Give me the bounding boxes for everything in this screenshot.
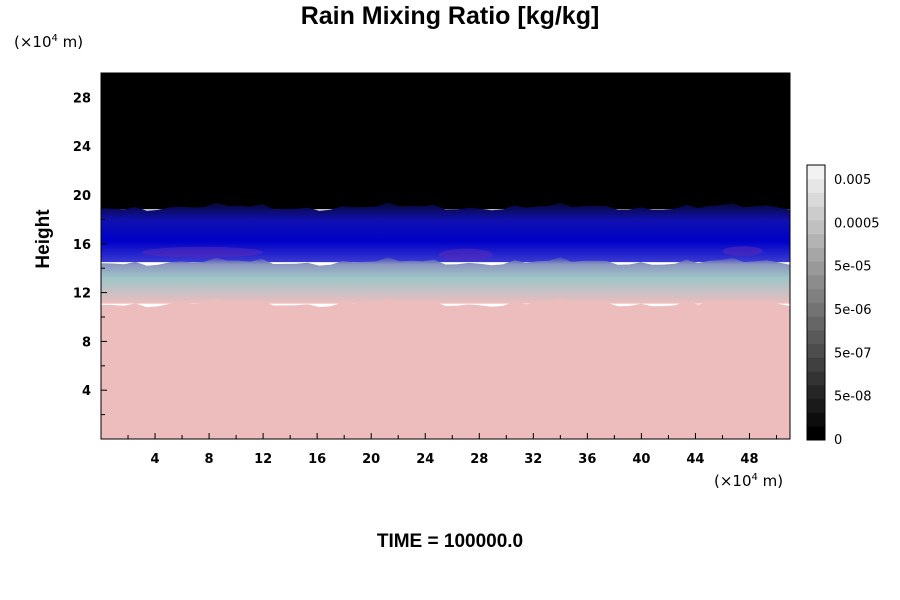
colorbar-label: 0.0005 xyxy=(834,216,880,231)
purple-patch xyxy=(438,248,493,261)
colorbar-swatch xyxy=(807,261,825,276)
y-tick-label: 4 xyxy=(82,384,91,399)
x-axis-unit: (×104 m) xyxy=(714,472,783,490)
y-unit-prefix: (×10 xyxy=(14,33,52,51)
region-transition xyxy=(101,257,790,304)
colorbar-label: 5e-05 xyxy=(834,260,872,275)
x-tick-label: 12 xyxy=(254,452,272,467)
colorbar-swatch xyxy=(807,206,825,221)
colorbar-label: 0 xyxy=(834,433,842,448)
x-unit-suffix: m) xyxy=(757,472,784,490)
y-axis-unit: (×104 m) xyxy=(14,33,83,51)
colorbar-swatch xyxy=(807,385,825,400)
region-lower xyxy=(101,298,790,439)
colorbar-swatch xyxy=(807,302,825,317)
colorbar-swatch xyxy=(807,343,825,358)
colorbar-label: 5e-08 xyxy=(834,390,872,405)
colorbar-swatch xyxy=(807,178,825,193)
colorbar-label: 5e-06 xyxy=(834,303,872,318)
x-tick-label: 36 xyxy=(578,452,596,467)
colorbar-label: 5e-07 xyxy=(834,346,872,361)
colorbar-swatch xyxy=(807,275,825,290)
x-tick-label: 16 xyxy=(308,452,326,467)
x-tick-label: 8 xyxy=(205,452,214,467)
y-tick-label: 16 xyxy=(73,238,91,253)
x-tick-label: 24 xyxy=(416,452,434,467)
x-axis: 4 8 12 16 20 24 28 32 36 40 44 48 xyxy=(127,433,777,467)
colorbar: 0.005 0.0005 5e-05 5e-06 5e-07 5e-08 0 xyxy=(806,164,880,448)
y-tick-label: 8 xyxy=(82,335,91,350)
colorbar-swatch xyxy=(807,192,825,207)
y-tick-label: 12 xyxy=(73,287,91,302)
colorbar-swatch xyxy=(807,330,825,345)
purple-patch xyxy=(141,246,264,258)
colorbar-frame xyxy=(806,164,826,441)
y-axis: 4 8 12 16 20 24 28 xyxy=(73,91,107,416)
y-tick-label: 28 xyxy=(73,91,91,106)
x-tick-label: 32 xyxy=(524,452,542,467)
colorbar-swatch xyxy=(807,220,825,235)
colorbar-swatch xyxy=(807,316,825,331)
colorbar-swatch xyxy=(807,165,825,180)
colorbar-swatch xyxy=(807,398,825,413)
colorbar-swatch xyxy=(807,233,825,248)
region-middle xyxy=(101,202,790,263)
colorbar-swatch xyxy=(807,371,825,386)
colorbar-swatch xyxy=(807,357,825,372)
colorbar-swatch xyxy=(807,412,825,427)
chart-title: Rain Mixing Ratio [kg/kg] xyxy=(300,2,600,30)
y-tick-label: 20 xyxy=(73,189,91,204)
colorbar-swatch xyxy=(807,426,825,441)
x-tick-label: 20 xyxy=(362,452,380,467)
x-unit-prefix: (×10 xyxy=(714,472,752,490)
colorbar-label: 0.005 xyxy=(834,173,871,188)
contour-regions xyxy=(101,73,790,439)
x-tick-label: 40 xyxy=(632,452,650,467)
y-tick-label: 24 xyxy=(73,140,91,155)
colorbar-swatch xyxy=(807,247,825,262)
x-tick-label: 48 xyxy=(740,452,758,467)
x-unit-exponent: 4 xyxy=(751,472,758,483)
plot-frame xyxy=(100,72,791,440)
colorbar-swatch xyxy=(807,288,825,303)
x-tick-label: 4 xyxy=(151,452,160,467)
y-unit-exponent: 4 xyxy=(51,33,58,44)
y-unit-suffix: m) xyxy=(57,33,84,51)
x-tick-label: 44 xyxy=(686,452,704,467)
x-tick-label: 28 xyxy=(470,452,488,467)
time-label: TIME = 100000.0 xyxy=(376,531,524,552)
region-upper xyxy=(101,73,790,210)
purple-patch xyxy=(722,246,763,256)
